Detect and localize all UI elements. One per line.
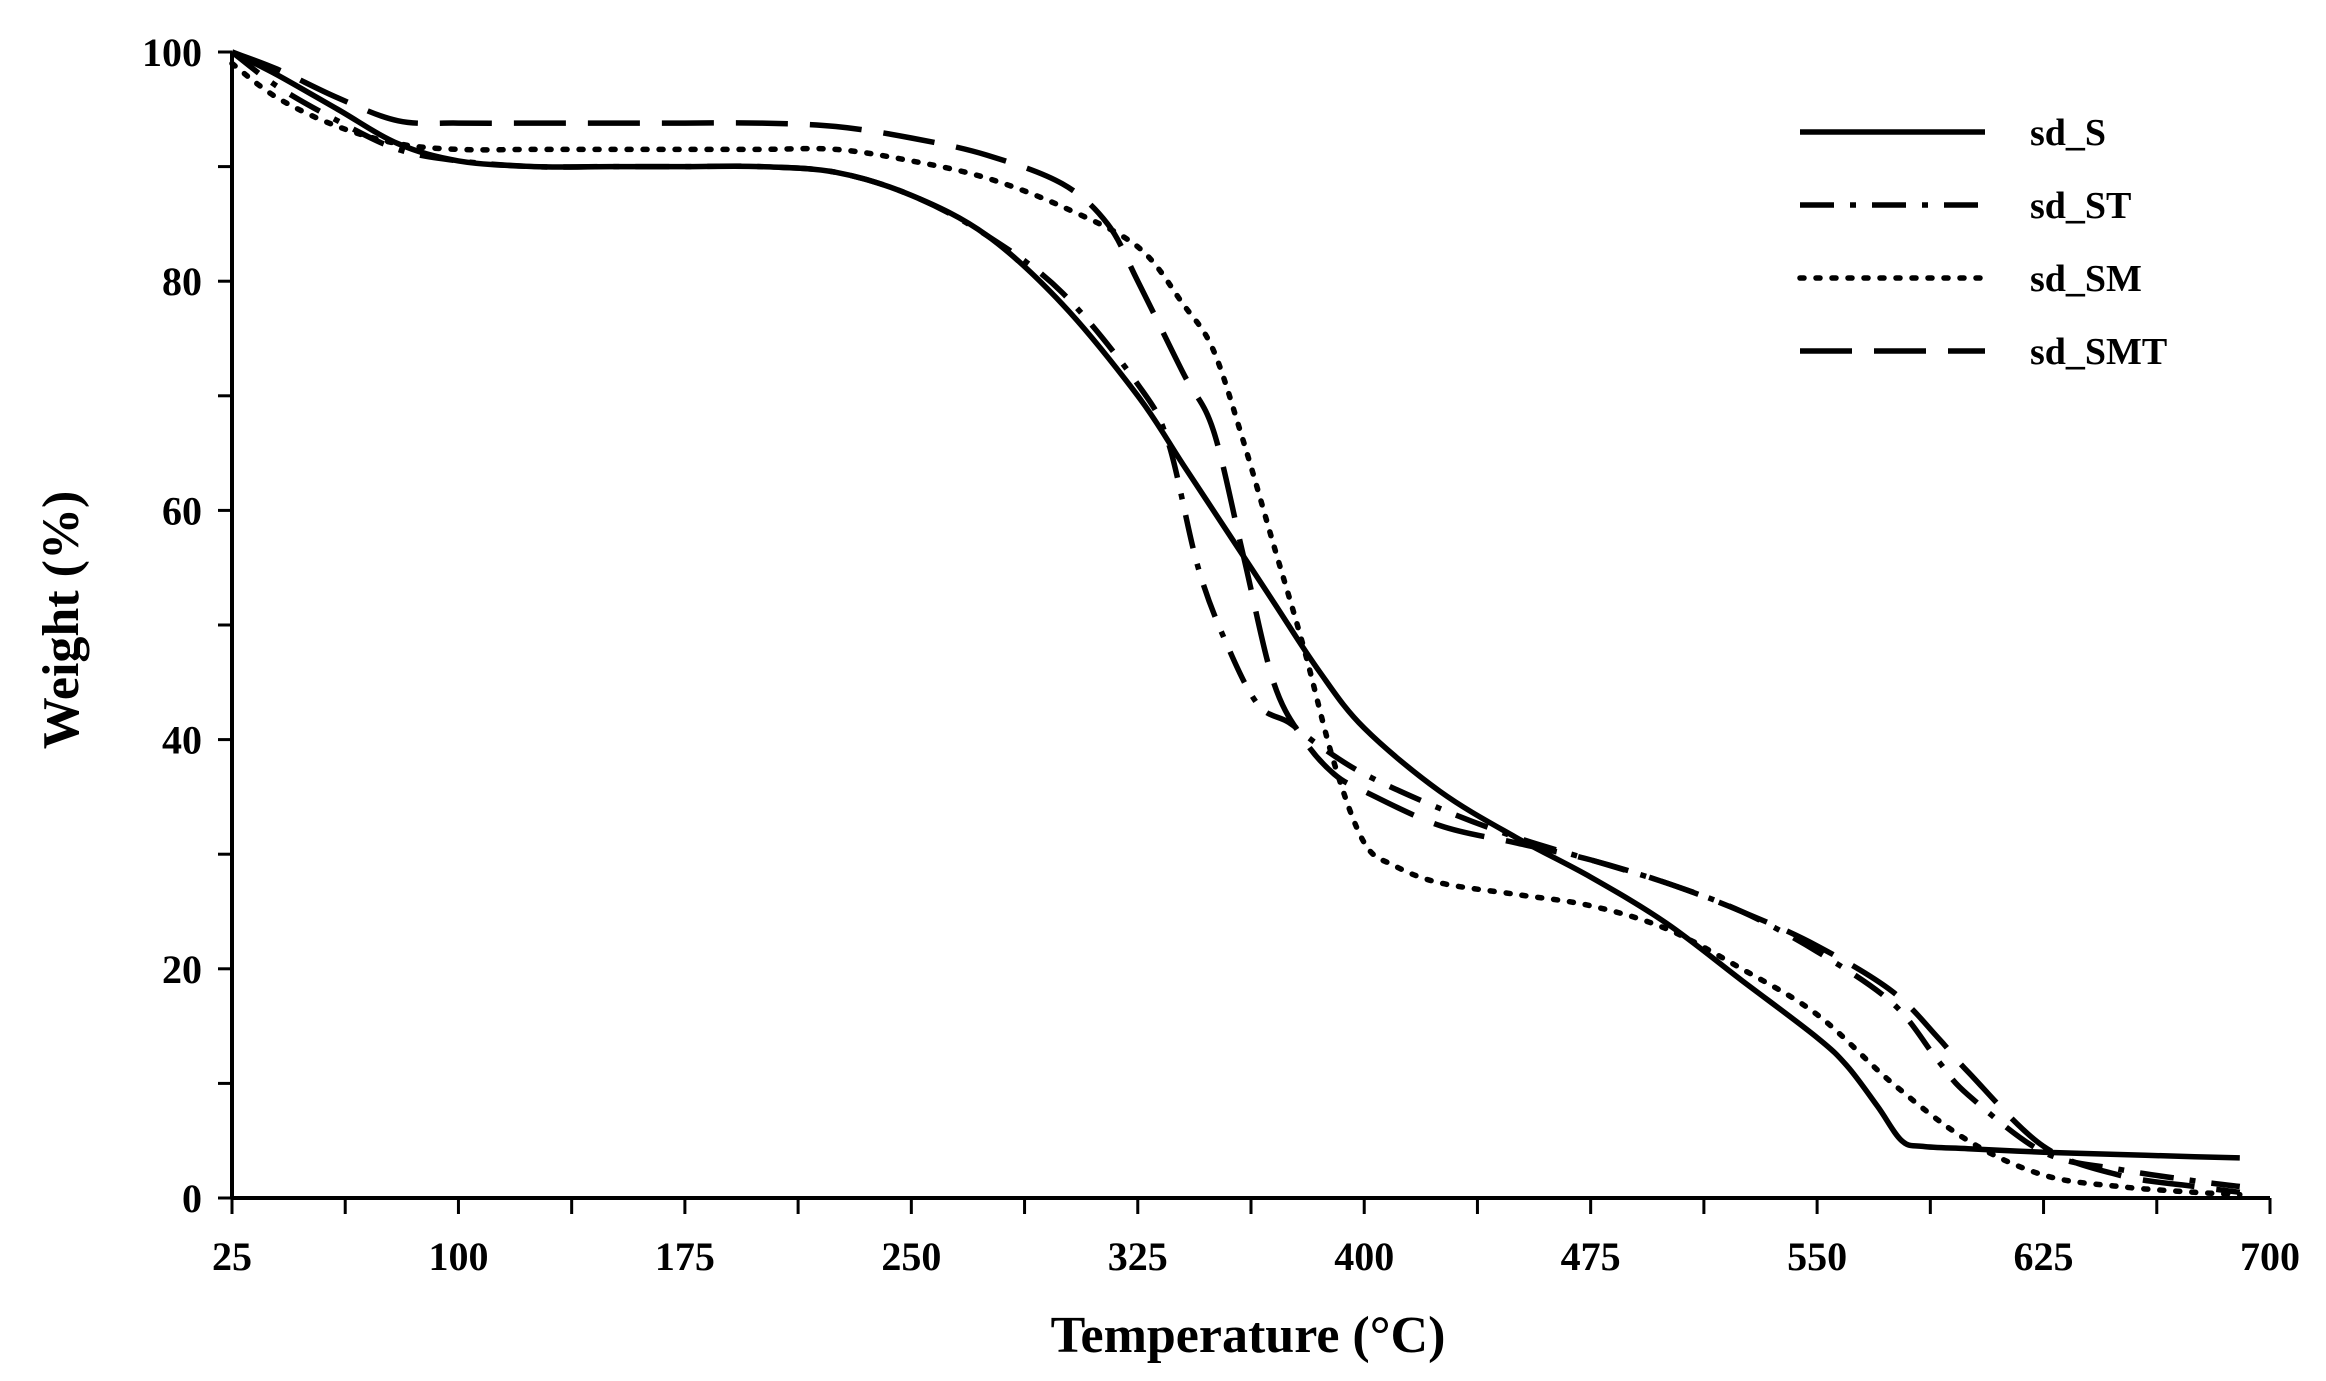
series-line-sd-ST xyxy=(230,49,2241,1190)
x-tick-label: 100 xyxy=(428,1234,488,1279)
series-line-sd-SMT xyxy=(231,49,2241,1196)
legend: sd_S sd_ST sd_SM sd_SMT xyxy=(1797,112,2167,373)
legend-label: sd_ST xyxy=(2030,185,2131,227)
x-tick-label: 625 xyxy=(2014,1234,2074,1279)
x-axis-title: Temperature (°C) xyxy=(1051,1307,1446,1364)
y-tick-label: 80 xyxy=(162,259,202,304)
legend-label: sd_SMT xyxy=(2030,331,2167,373)
x-tick-label: 250 xyxy=(881,1234,941,1279)
y-tick-label: 0 xyxy=(182,1176,202,1221)
y-tick-label: 20 xyxy=(162,947,202,992)
y-tick-label: 60 xyxy=(162,488,202,533)
x-tick-label: 400 xyxy=(1334,1234,1394,1279)
y-tick-label: 40 xyxy=(162,718,202,763)
y-axis-title: Weight (%) xyxy=(33,491,90,750)
series-layer xyxy=(229,49,2243,1198)
series-line-sd-SM xyxy=(229,60,2243,1198)
legend-label: sd_SM xyxy=(2030,258,2142,300)
x-tick-label: 175 xyxy=(655,1234,715,1279)
x-tick-label: 550 xyxy=(1787,1234,1847,1279)
legend-label: sd_S xyxy=(2030,112,2106,154)
ticks: 25 100 175 250 325 400 475 550 625 700 0 20 40 60 80 10… xyxy=(142,30,2300,1279)
axes xyxy=(230,52,2270,1200)
x-tick-label: 325 xyxy=(1108,1234,1168,1279)
x-tick-label: 25 xyxy=(212,1234,252,1279)
series-line-sd-S xyxy=(230,49,2240,1161)
x-tick-label: 475 xyxy=(1561,1234,1621,1279)
x-tick-label: 700 xyxy=(2240,1234,2300,1279)
y-tick-label: 100 xyxy=(142,30,202,75)
